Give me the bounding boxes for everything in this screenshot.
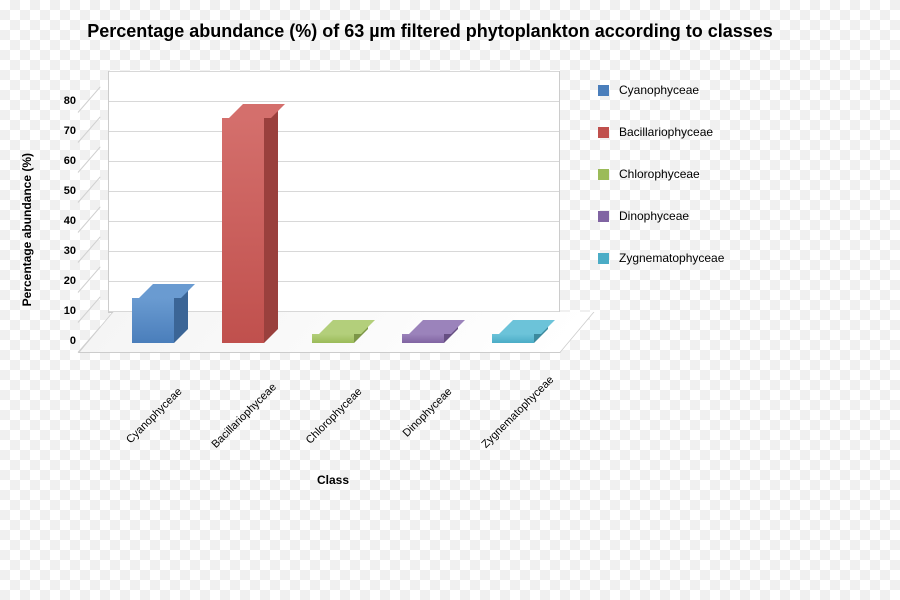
y-tick-label: 40	[48, 215, 76, 227]
x-tick-label: Chlorophyceae	[299, 386, 364, 451]
plot-row: Percentage abundance (%) 0 10 20 30 40 50 60 70…	[20, 53, 880, 353]
legend-item: Dinophyceae	[598, 209, 724, 223]
tick-connector	[78, 267, 101, 293]
bar-top	[409, 320, 465, 334]
bar-top	[499, 320, 555, 334]
chart-title: Percentage abundance (%) of 63 µm filter…	[40, 20, 820, 43]
bar-front	[222, 118, 264, 343]
tick-connector	[78, 117, 101, 143]
bar-zygnematophyceae	[492, 334, 534, 343]
y-tick-label: 80	[48, 95, 76, 107]
legend-item: Chlorophyceae	[598, 167, 724, 181]
chart-container: Percentage abundance (%) of 63 µm filter…	[20, 10, 880, 570]
legend-label: Cyanophyceae	[619, 83, 699, 97]
legend-label: Chlorophyceae	[619, 167, 700, 181]
tick-connector	[78, 207, 101, 233]
x-tick-label: Bacillariophyceae	[209, 386, 274, 451]
legend-swatch	[598, 253, 609, 264]
legend-label: Dinophyceae	[619, 209, 689, 223]
y-tick-label: 10	[48, 305, 76, 317]
legend-swatch	[598, 127, 609, 138]
legend-label: Bacillariophyceae	[619, 125, 713, 139]
legend-swatch	[598, 169, 609, 180]
x-tick-label: Cyanophyceae	[119, 386, 184, 451]
legend-swatch	[598, 85, 609, 96]
tick-connector	[78, 87, 101, 113]
legend-item: Bacillariophyceae	[598, 125, 724, 139]
bar-side	[264, 104, 278, 343]
legend: Cyanophyceae Bacillariophyceae Chlorophyce…	[598, 83, 724, 293]
y-axis-label: Percentage abundance (%)	[20, 153, 34, 306]
bar-front	[492, 334, 534, 343]
legend-item: Cyanophyceae	[598, 83, 724, 97]
bars-group	[108, 73, 558, 343]
tick-connector	[78, 147, 101, 173]
x-tick-label: Zygnematophyceae	[479, 386, 544, 451]
x-tick-label: Dinophyceae	[389, 386, 454, 451]
tick-connector	[78, 237, 101, 263]
bar-front	[312, 334, 354, 343]
y-tick-label: 30	[48, 245, 76, 257]
x-labels-group: CyanophyceaeBacillariophyceaeChlorophyce…	[108, 363, 558, 375]
bar-top	[319, 320, 375, 334]
y-tick-label: 70	[48, 125, 76, 137]
bar-front	[132, 298, 174, 343]
y-tick-label: 60	[48, 155, 76, 167]
bar-bacillariophyceae	[222, 118, 264, 343]
legend-label: Zygnematophyceae	[619, 251, 724, 265]
legend-swatch	[598, 211, 609, 222]
y-tick-label: 20	[48, 275, 76, 287]
bar-chlorophyceae	[312, 334, 354, 343]
legend-item: Zygnematophyceae	[598, 251, 724, 265]
tick-connector	[78, 327, 101, 353]
y-tick-label: 0	[48, 335, 76, 347]
bar-dinophyceae	[402, 334, 444, 343]
plot-area: 01020304050607080 CyanophyceaeBacillario…	[38, 53, 558, 353]
y-tick-label: 50	[48, 185, 76, 197]
tick-connector	[78, 297, 101, 323]
x-axis-label: Class	[108, 473, 558, 487]
bar-cyanophyceae	[132, 298, 174, 343]
tick-connector	[78, 177, 101, 203]
bar-front	[402, 334, 444, 343]
